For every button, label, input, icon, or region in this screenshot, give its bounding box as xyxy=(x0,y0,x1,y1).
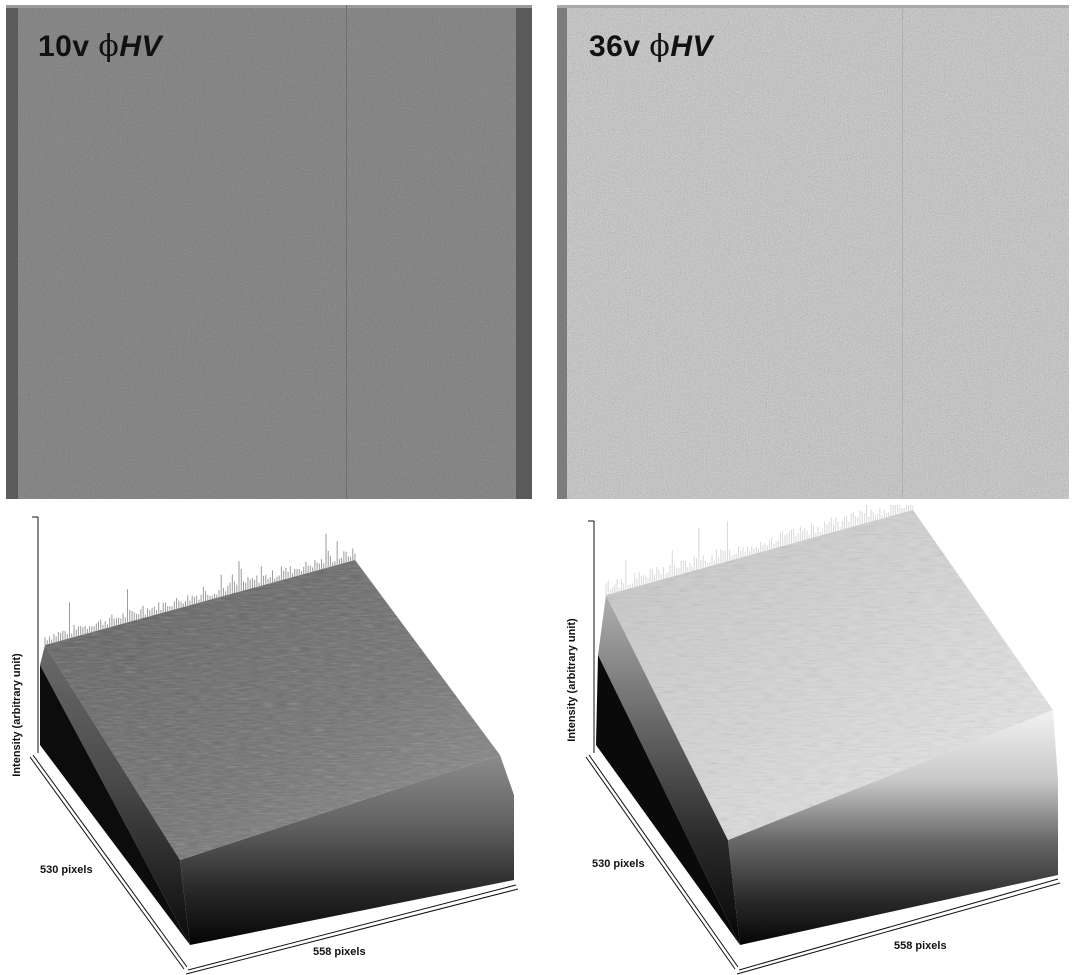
hv-text: HV xyxy=(119,30,163,63)
noise-image-36v-graphic xyxy=(557,5,1069,499)
image-label-36v: 36v ϕHV xyxy=(589,29,713,64)
voltage-text: 10v xyxy=(38,30,99,63)
image-label-10v: 10v ϕHV xyxy=(38,29,162,64)
voltage-text: 36v xyxy=(589,30,650,63)
noise-image-10v: 10v ϕHV xyxy=(6,5,532,499)
x-axis-label: 558 pixels xyxy=(313,946,366,958)
z-axis-label: Intensity (arbitrary unit) xyxy=(11,653,23,777)
hv-text: HV xyxy=(670,30,714,63)
y-axis-label: 530 pixels xyxy=(40,864,93,876)
surface-plot-10v: Intensity (arbitrary unit) 530 pixels 55… xyxy=(0,505,530,975)
x-axis-label: 558 pixels xyxy=(894,940,947,952)
noise-image-36v: 36v ϕHV xyxy=(557,5,1069,499)
surface-plot-10v-graphic: Intensity (arbitrary unit) 530 pixels 55… xyxy=(11,516,519,975)
z-axis-label: Intensity (arbitrary unit) xyxy=(566,618,578,742)
surface-plot-36v: Intensity (arbitrary unit) 530 pixels 55… xyxy=(548,505,1072,975)
phi-symbol: ϕ xyxy=(649,29,671,64)
y-axis-label: 530 pixels xyxy=(592,858,645,870)
phi-symbol: ϕ xyxy=(98,29,120,64)
noise-image-10v-graphic xyxy=(6,5,532,499)
surface-plot-36v-graphic: Intensity (arbitrary unit) 530 pixels 55… xyxy=(566,505,1061,975)
